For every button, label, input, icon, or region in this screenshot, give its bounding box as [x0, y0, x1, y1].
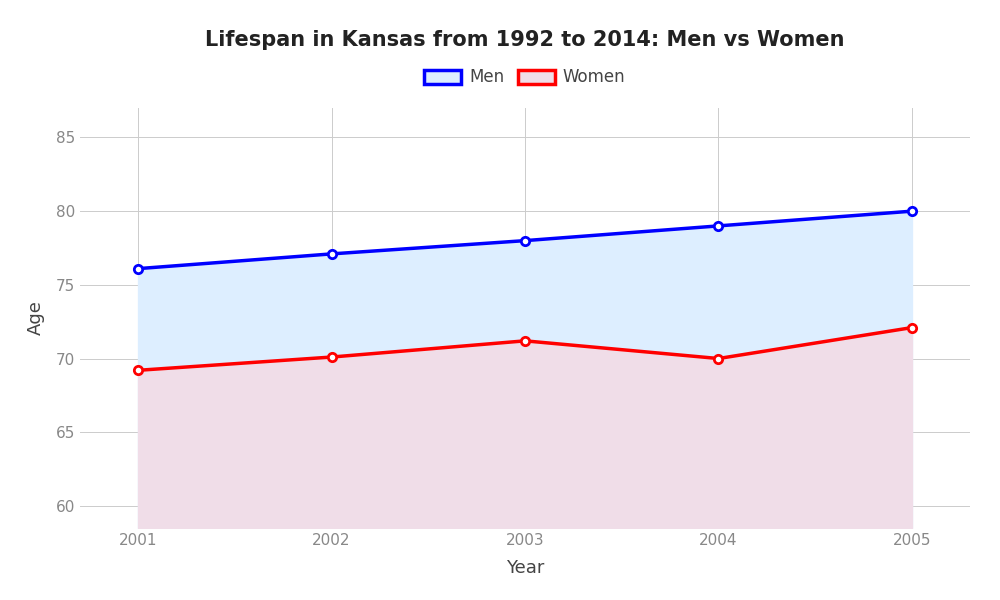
X-axis label: Year: Year — [506, 559, 544, 577]
Title: Lifespan in Kansas from 1992 to 2014: Men vs Women: Lifespan in Kansas from 1992 to 2014: Me… — [205, 29, 845, 49]
Y-axis label: Age: Age — [27, 301, 45, 335]
Legend: Men, Women: Men, Women — [418, 62, 632, 93]
